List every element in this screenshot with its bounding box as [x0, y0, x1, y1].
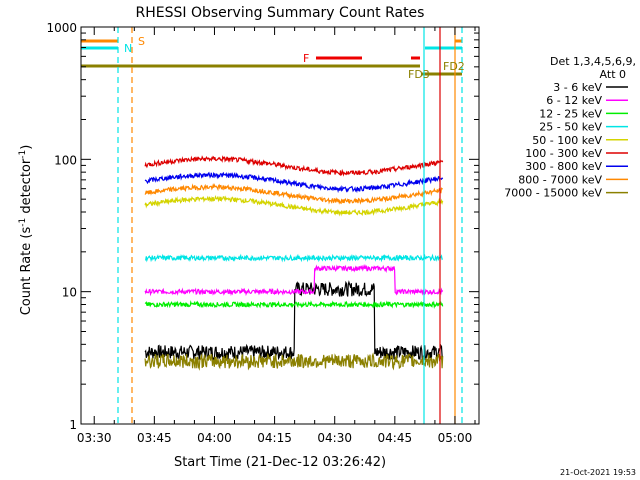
flag-label-n: N	[124, 42, 132, 55]
legend-header-line2: Att 0	[600, 68, 626, 81]
legend-entry-label: 800 - 7000 keV	[518, 173, 602, 186]
legend-entry-label: 3 - 6 keV	[553, 81, 602, 94]
series-line	[144, 182, 444, 205]
plot-frame	[80, 26, 480, 425]
series-line	[144, 300, 444, 309]
series-line	[144, 171, 444, 194]
y-tick-label: 10	[62, 286, 77, 300]
x-tick-label: 03:30	[77, 431, 112, 445]
flag-label-s: S	[138, 35, 145, 48]
legend-entry-label: 50 - 100 keV	[532, 134, 602, 147]
x-tick-label: 05:00	[438, 431, 473, 445]
y-tick-label: 1000	[46, 21, 77, 35]
series-line	[144, 155, 444, 177]
legend-entry-label: 7000 - 15000 keV	[504, 187, 602, 200]
y-axis-label: Count Rate (s-1 detector-1)	[18, 145, 34, 316]
y-tick-label: 1	[69, 418, 77, 432]
chart-title: RHESSI Observing Summary Count Rates	[136, 5, 425, 21]
x-tick-label: 03:45	[137, 431, 172, 445]
flag-label-fd2: FD2	[443, 60, 465, 73]
x-tick-label: 04:00	[197, 431, 232, 445]
series-line	[144, 263, 444, 297]
series-line	[144, 352, 444, 371]
footer-timestamp: 21-Oct-2021 19:53	[560, 468, 636, 477]
flag-label-fd3: FD3	[408, 68, 430, 81]
legend-entry-label: 300 - 800 keV	[525, 160, 602, 173]
flag-label-f: F	[303, 52, 309, 65]
legend-entry-label: 6 - 12 keV	[546, 94, 602, 107]
legend-header-line1: Det 1,3,4,5,6,9,	[550, 55, 636, 68]
legend-entry-label: 12 - 25 keV	[539, 107, 602, 120]
series-line	[145, 253, 444, 263]
legend-entry-label: 25 - 50 keV	[539, 121, 602, 134]
x-tick-label: 04:15	[257, 431, 292, 445]
legend-entry-label: 100 - 300 keV	[525, 147, 602, 160]
x-axis-label: Start Time (21-Dec-12 03:26:42)	[174, 455, 386, 470]
x-tick-label: 04:30	[317, 431, 352, 445]
y-tick-label: 100	[54, 153, 77, 167]
series-line	[144, 280, 444, 362]
x-tick-label: 04:45	[378, 431, 413, 445]
series-line	[144, 195, 444, 217]
